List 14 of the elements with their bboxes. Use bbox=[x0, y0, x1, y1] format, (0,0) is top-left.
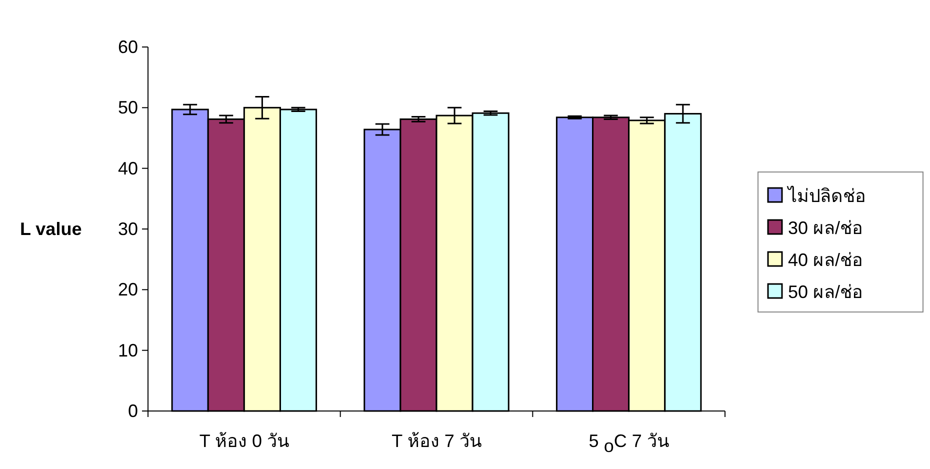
legend-label: 50 ผล/ช่อ bbox=[788, 282, 864, 302]
y-tick-label: 40 bbox=[118, 158, 138, 178]
x-tick-label: T ห้อง 7 วัน bbox=[392, 431, 482, 451]
y-tick-label: 10 bbox=[118, 340, 138, 360]
legend-label: 30 ผล/ช่อ bbox=[788, 218, 864, 238]
x-tick-label: T ห้อง 0 วัน bbox=[199, 431, 290, 451]
y-tick-label: 20 bbox=[118, 280, 138, 300]
y-tick-label: 60 bbox=[118, 37, 138, 57]
legend-label: 40 ผล/ช่อ bbox=[788, 250, 864, 270]
legend-label: ไม่ปลิดช่อ bbox=[786, 185, 866, 206]
y-tick-label: 30 bbox=[118, 219, 138, 239]
y-tick-label: 50 bbox=[118, 98, 138, 118]
y-axis-title: L value bbox=[20, 219, 82, 239]
y-tick-label: 0 bbox=[128, 401, 138, 421]
